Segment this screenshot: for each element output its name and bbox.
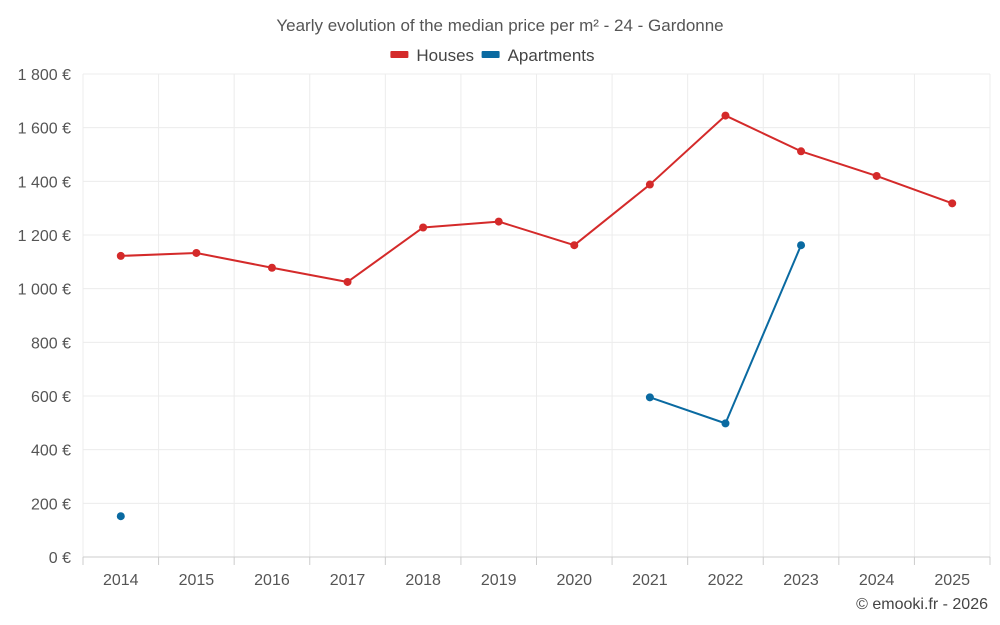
y-tick-label: 1 000 € [18, 282, 71, 299]
apartments-point[interactable] [645, 393, 654, 402]
houses-point[interactable] [192, 248, 201, 257]
houses-point[interactable] [948, 199, 957, 208]
houses-point[interactable] [116, 251, 125, 260]
y-tick-label: 0 € [49, 550, 71, 567]
y-tick-label: 600 € [31, 389, 71, 406]
credit-text: © emooki.fr - 2026 [856, 596, 988, 613]
legend-item-houses[interactable]: Houses [416, 46, 474, 65]
y-tick-label: 1 200 € [18, 228, 71, 245]
x-tick-label: 2021 [632, 572, 668, 589]
houses-point[interactable] [267, 263, 276, 272]
houses-point[interactable] [419, 223, 428, 232]
apartments-point[interactable] [116, 512, 125, 521]
x-tick-label: 2018 [405, 572, 441, 589]
legend-swatch-apartments [481, 51, 500, 58]
houses-point[interactable] [494, 217, 503, 226]
y-tick-label: 400 € [31, 443, 71, 460]
y-tick-label: 800 € [31, 335, 71, 352]
houses-point[interactable] [645, 180, 654, 189]
houses-point[interactable] [570, 241, 579, 250]
x-tick-label: 2019 [481, 572, 517, 589]
x-tick-label: 2017 [330, 572, 366, 589]
houses-point[interactable] [797, 147, 806, 156]
y-tick-label: 1 800 € [18, 67, 71, 84]
houses-series-line [120, 114, 953, 283]
apartments-point[interactable] [797, 241, 806, 250]
houses-point[interactable] [343, 277, 352, 286]
apartments-series-line [649, 244, 802, 425]
x-tick-label: 2022 [708, 572, 744, 589]
y-tick-label: 1 600 € [18, 121, 71, 138]
x-tick-label: 2025 [934, 572, 970, 589]
legend-swatch-houses [390, 51, 409, 58]
houses-point[interactable] [872, 171, 881, 180]
apartments-point[interactable] [721, 419, 730, 428]
houses-point[interactable] [721, 111, 730, 120]
y-tick-label: 1 400 € [18, 174, 71, 191]
x-tick-label: 2015 [179, 572, 215, 589]
x-tick-label: 2023 [783, 572, 819, 589]
x-tick-label: 2016 [254, 572, 290, 589]
data-points [116, 111, 957, 521]
legend-item-apartments[interactable]: Apartments [508, 46, 595, 65]
axes: 0 € 200 € 400 € 600 € 800 € 1 000 € 1 200 € 1 4… [18, 67, 991, 589]
x-tick-label: 2014 [103, 572, 139, 589]
legend: Houses Apartments [390, 46, 595, 65]
gridlines [82, 73, 991, 557]
x-tick-label: 2024 [859, 572, 895, 589]
x-tick-label: 2020 [556, 572, 592, 589]
y-tick-label: 200 € [31, 496, 71, 513]
chart-title: Yearly evolution of the median price per… [276, 16, 723, 35]
